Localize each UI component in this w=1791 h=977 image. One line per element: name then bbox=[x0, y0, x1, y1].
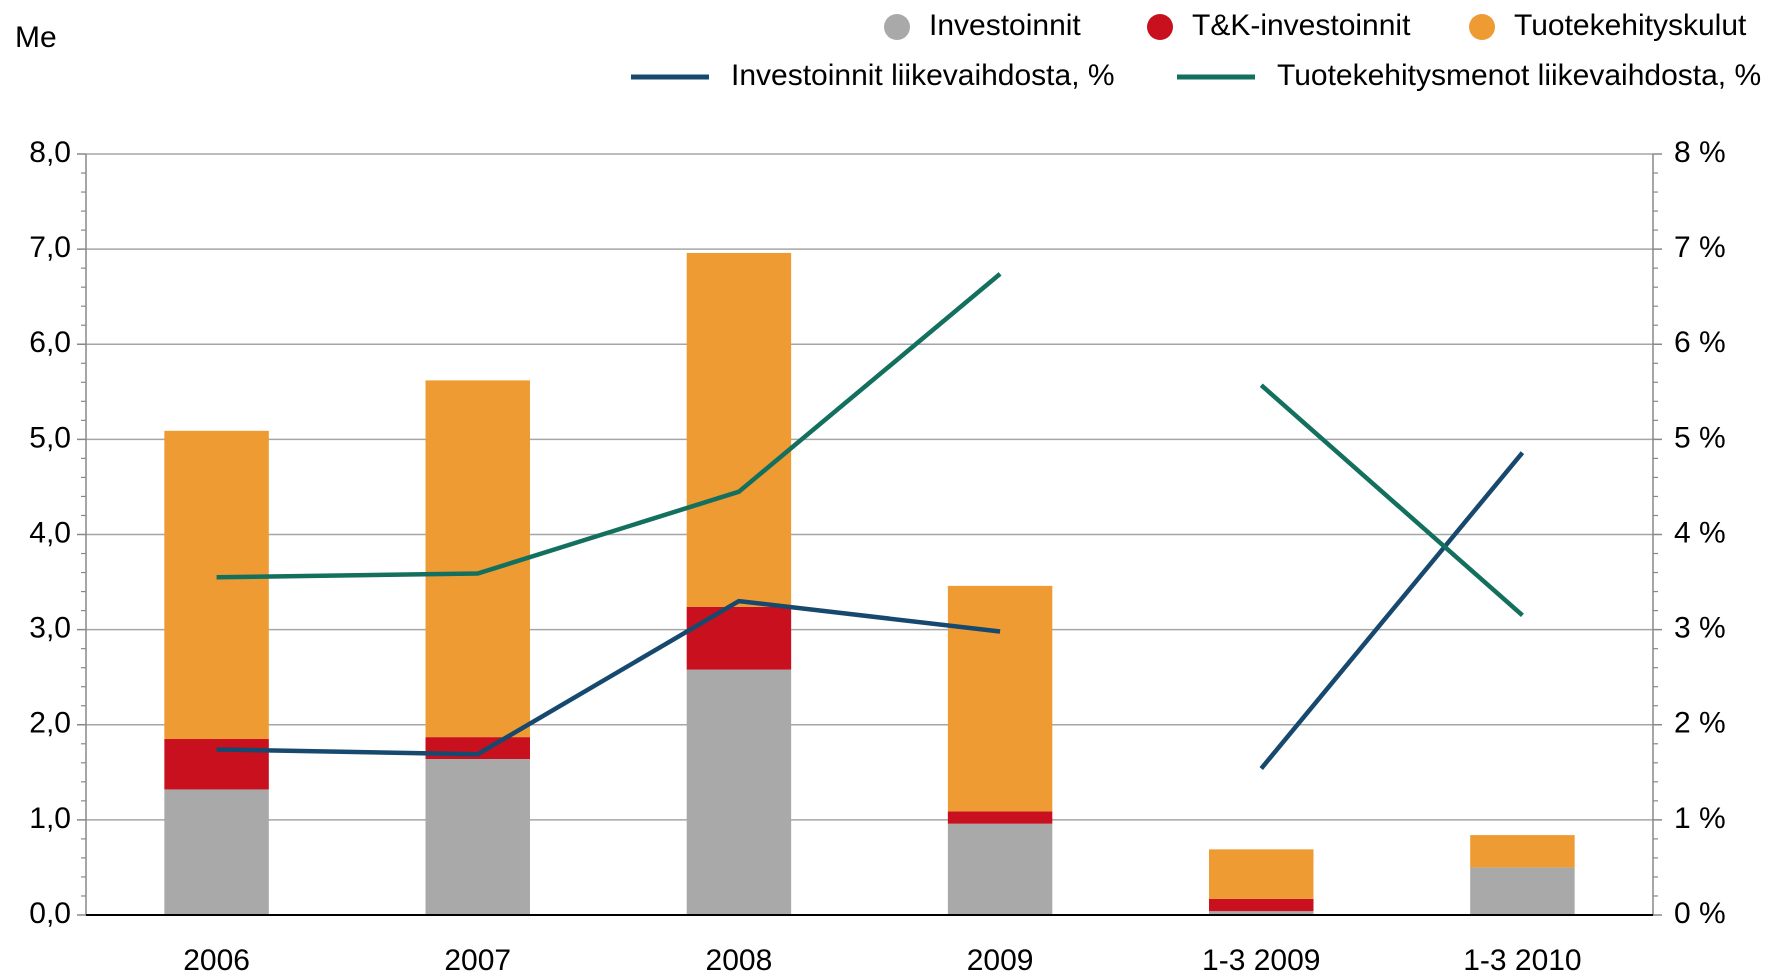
x-tick-label: 1-3 2009 bbox=[1202, 944, 1320, 977]
bar bbox=[1209, 898, 1314, 912]
legend-label: Investoinnit liikevaihdosta, % bbox=[731, 59, 1115, 92]
x-tick-label: 2009 bbox=[967, 944, 1034, 977]
y2-tick-label: 1 % bbox=[1674, 802, 1726, 835]
y-tick-label: 5,0 bbox=[29, 421, 71, 454]
y2-tick-label: 7 % bbox=[1674, 231, 1726, 264]
y2-tick-label: 5 % bbox=[1674, 421, 1726, 454]
line-series bbox=[216, 598, 1001, 757]
bar bbox=[425, 380, 530, 738]
y2-tick-label: 2 % bbox=[1674, 707, 1726, 740]
x-tick-label: 2006 bbox=[183, 944, 250, 977]
bar bbox=[1209, 849, 1314, 899]
legend-label: T&K-investoinnit bbox=[1192, 9, 1411, 42]
y-tick-label: 3,0 bbox=[29, 612, 71, 645]
legend-label: Tuotekehitysmenot liikevaihdosta, % bbox=[1277, 59, 1761, 92]
bar bbox=[1470, 867, 1575, 915]
legend-label: Investoinnit bbox=[929, 9, 1081, 42]
legend-marker bbox=[1147, 14, 1173, 40]
legend-marker bbox=[1469, 14, 1495, 40]
y-tick-label: 0,0 bbox=[29, 897, 71, 930]
x-tick-label: 2007 bbox=[444, 944, 511, 977]
y2-tick-label: 0 % bbox=[1674, 897, 1726, 930]
y2-tick-label: 6 % bbox=[1674, 326, 1726, 359]
legend-marker bbox=[884, 14, 910, 40]
bar bbox=[164, 739, 269, 790]
bar bbox=[1209, 911, 1314, 915]
line-series bbox=[1259, 383, 1524, 618]
y2-tick-label: 8 % bbox=[1674, 136, 1726, 169]
bar bbox=[164, 430, 269, 740]
y-tick-label: 7,0 bbox=[29, 231, 71, 264]
bar bbox=[947, 823, 1053, 915]
y-unit-label: Me bbox=[15, 21, 57, 54]
x-tick-label: 2008 bbox=[706, 944, 773, 977]
y-tick-label: 6,0 bbox=[29, 326, 71, 359]
x-tick-label: 1-3 2010 bbox=[1463, 944, 1581, 977]
bar bbox=[425, 758, 530, 915]
y2-tick-label: 3 % bbox=[1674, 612, 1726, 645]
bar bbox=[947, 811, 1053, 824]
line-series bbox=[216, 272, 1002, 580]
legend-label: Tuotekehityskulut bbox=[1514, 9, 1747, 42]
y2-tick-label: 4 % bbox=[1674, 516, 1726, 549]
y-tick-label: 2,0 bbox=[29, 707, 71, 740]
bar bbox=[686, 252, 792, 607]
line-series bbox=[1259, 451, 1525, 770]
bar bbox=[686, 606, 792, 670]
y-tick-label: 8,0 bbox=[29, 136, 71, 169]
bar bbox=[686, 669, 792, 915]
bar bbox=[164, 789, 269, 915]
bar bbox=[1470, 835, 1575, 868]
y-tick-label: 4,0 bbox=[29, 516, 71, 549]
bar bbox=[947, 585, 1053, 812]
y-tick-label: 1,0 bbox=[29, 802, 71, 835]
